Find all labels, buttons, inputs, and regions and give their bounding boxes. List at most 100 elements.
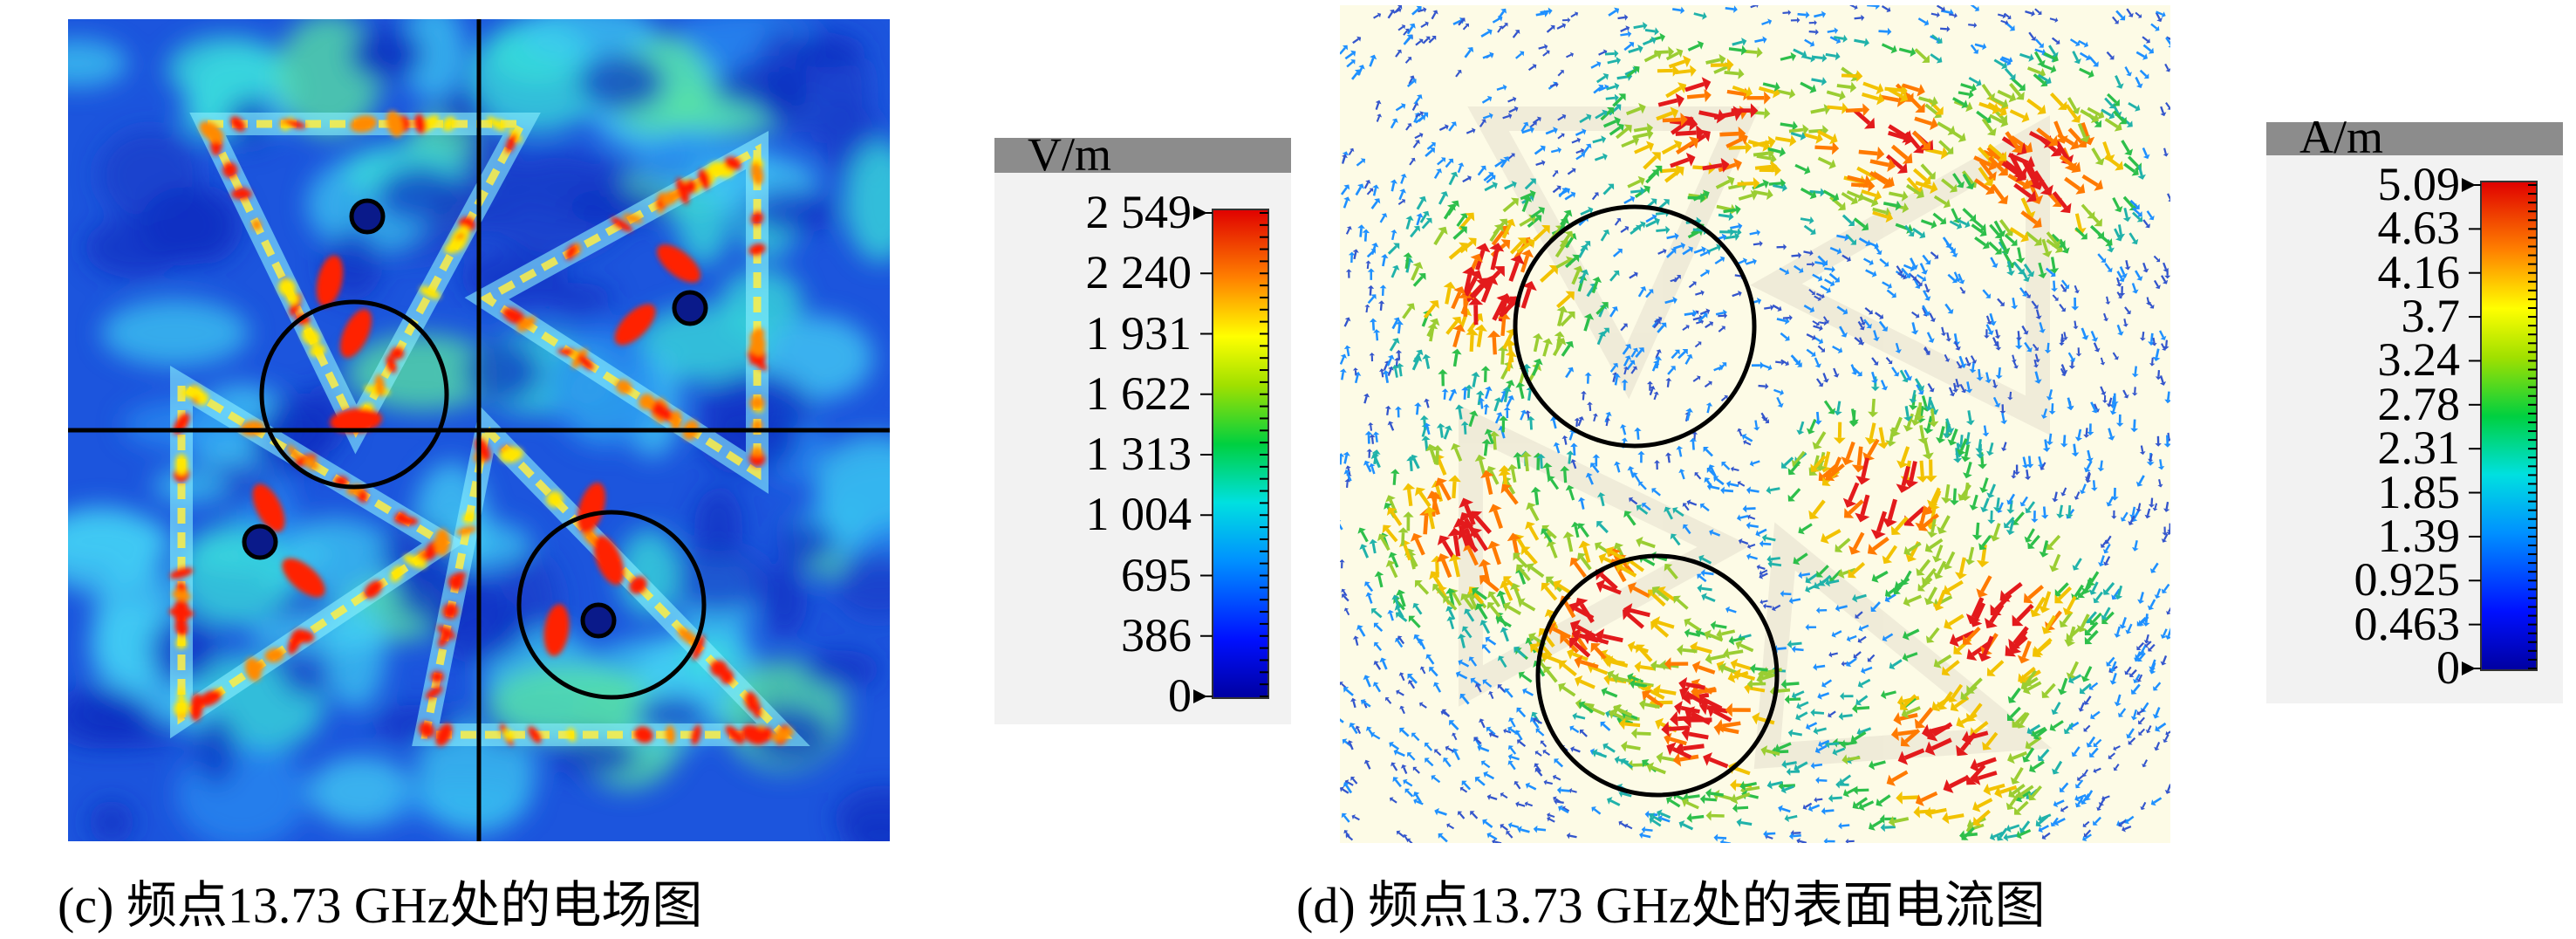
current-arrow: [2004, 12, 2010, 18]
current-arrow-head: [1765, 382, 1769, 390]
current-arrow: [1375, 624, 1384, 633]
current-arrow: [1580, 209, 1590, 216]
current-arrow: [1717, 836, 1727, 840]
current-arrow: [1563, 807, 1570, 812]
current-arrow-head: [2059, 620, 2068, 627]
current-arrow-head: [1354, 371, 1362, 376]
current-arrow: [1661, 143, 1677, 155]
current-arrow-head: [1959, 363, 1967, 368]
current-arrow-head: [1546, 576, 1554, 586]
current-arrow-head: [1945, 338, 1952, 342]
current-arrow-head: [1627, 31, 1632, 38]
current-arrow: [2001, 56, 2010, 62]
current-arrow: [1675, 130, 1697, 136]
current-arrow-head: [1652, 360, 1660, 366]
current-arrow: [1836, 234, 1846, 239]
field-hotspot: [350, 115, 378, 133]
current-arrow: [1375, 684, 1382, 693]
current-arrow-head: [2078, 590, 2086, 599]
current-arrow-head: [2093, 742, 2099, 748]
current-arrow-head: [2152, 356, 2161, 362]
current-arrow-head: [1489, 243, 1505, 252]
current-arrow-head: [1796, 17, 1800, 24]
current-arrow-head: [1552, 774, 1557, 780]
current-arrow: [1404, 58, 1411, 64]
current-arrow-head: [1873, 360, 1879, 366]
current-arrow: [1749, 555, 1758, 560]
current-arrow-head: [1470, 677, 1476, 684]
current-arrow: [1502, 630, 1509, 642]
current-arrow: [2094, 403, 2098, 410]
current-arrow: [2077, 123, 2087, 138]
current-arrow-head: [1838, 822, 1842, 830]
current-arrow-head: [2041, 834, 2046, 840]
current-arrow: [1425, 358, 1431, 369]
current-arrow: [2160, 106, 2165, 114]
current-arrow: [1682, 823, 1694, 831]
current-arrow-head: [1955, 384, 1961, 388]
field-hotspot: [750, 161, 764, 185]
current-arrow: [1687, 44, 1700, 51]
current-arrow-head: [2049, 565, 2060, 572]
current-arrow-head: [1785, 317, 1790, 326]
current-arrow-head: [1443, 757, 1449, 763]
current-arrow-head: [2077, 776, 2081, 781]
current-arrow: [1867, 241, 1876, 247]
current-arrow-head: [1601, 302, 1609, 309]
current-arrow: [2006, 260, 2012, 272]
current-arrow-head: [1756, 297, 1762, 305]
current-arrow-head: [1850, 734, 1858, 744]
current-arrow-head: [1370, 607, 1377, 614]
current-arrow: [1675, 141, 1694, 155]
current-arrow: [1443, 428, 1450, 440]
current-arrow: [2038, 815, 2049, 825]
current-arrow-head: [1635, 224, 1642, 232]
current-arrow-head: [1373, 622, 1379, 628]
current-arrow: [1766, 832, 1776, 835]
current-arrow-head: [1940, 332, 1947, 337]
current-arrow: [1880, 380, 1886, 388]
current-arrow: [1620, 227, 1627, 233]
current-arrow-head: [1423, 506, 1437, 514]
current-arrow-head: [1377, 533, 1387, 542]
current-arrow-head: [1902, 202, 1910, 214]
current-arrow: [1863, 257, 1871, 264]
current-arrow-head: [2037, 10, 2042, 16]
current-arrow-head: [1517, 237, 1527, 247]
current-arrow: [1753, 189, 1768, 196]
current-arrow: [1794, 264, 1801, 271]
current-arrow: [1919, 559, 1931, 572]
current-arrow: [1620, 27, 1628, 32]
current-arrow: [1914, 116, 1932, 126]
current-arrow-head: [1672, 752, 1682, 767]
current-arrow-head: [1678, 819, 1685, 829]
current-arrow-head: [2046, 542, 2054, 551]
current-arrow-head: [1569, 637, 1580, 649]
current-arrow: [1403, 545, 1412, 561]
current-arrow-head: [2016, 721, 2026, 729]
current-arrow-head: [1565, 291, 1575, 301]
current-arrow-head: [1346, 226, 1352, 230]
current-arrow: [1425, 440, 1429, 451]
current-arrow-head: [1466, 328, 1479, 336]
current-arrow: [2009, 793, 2019, 807]
current-arrow: [1893, 817, 1910, 824]
current-arrow-head: [1911, 275, 1917, 281]
current-arrow-head: [1449, 720, 1455, 726]
current-arrow: [1370, 201, 1378, 209]
current-arrow: [1790, 132, 1802, 138]
current-arrow: [1875, 570, 1889, 580]
current-arrow: [1375, 102, 1380, 110]
current-arrow: [1698, 665, 1716, 675]
current-arrow-head: [1704, 477, 1711, 483]
current-arrow: [1797, 12, 1807, 17]
current-arrow-head: [1367, 284, 1375, 289]
current-arrow: [1718, 213, 1730, 218]
current-arrow-head: [1924, 288, 1930, 293]
current-arrow-head: [1365, 592, 1373, 597]
current-arrow: [1848, 499, 1864, 515]
current-arrow: [1563, 438, 1568, 445]
current-arrow-head: [1465, 384, 1473, 389]
current-arrow-head: [2116, 233, 2126, 239]
current-arrow-head: [2040, 514, 2049, 519]
